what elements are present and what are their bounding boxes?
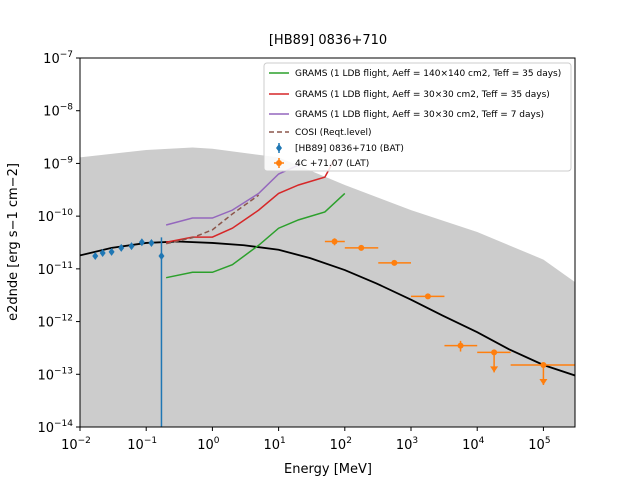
y-tick-label: 10−11 bbox=[37, 261, 73, 278]
y-tick-label: 10−10 bbox=[37, 208, 73, 225]
legend-swatch bbox=[276, 160, 282, 166]
point bbox=[108, 247, 115, 256]
axes-frame bbox=[79, 57, 576, 428]
y-tick-label: 10−13 bbox=[37, 366, 73, 383]
legend-label: GRAMS (1 LDB flight, Aeff = 140×140 cm2,… bbox=[295, 69, 561, 79]
plot-area bbox=[80, 147, 575, 427]
legend-label: COSI (Reqt.level) bbox=[295, 128, 372, 138]
upper-limit-arrow bbox=[490, 366, 499, 373]
x-tick-label: 101 bbox=[263, 436, 285, 453]
point bbox=[358, 244, 365, 251]
legend-swatch bbox=[276, 144, 282, 152]
y-tick-label: 10−12 bbox=[37, 314, 73, 331]
line bbox=[165, 192, 346, 279]
legend-label: [HB89] 0836+710 (BAT) bbox=[295, 144, 404, 154]
band bbox=[80, 147, 575, 427]
point bbox=[391, 259, 398, 266]
legend-label: GRAMS (1 LDB flight, Aeff = 30×30 cm2, T… bbox=[295, 90, 550, 100]
chart-title: [HB89] 0836+710 bbox=[269, 33, 387, 48]
x-tick-label: 102 bbox=[330, 436, 352, 453]
upper-limit-arrow bbox=[539, 379, 548, 386]
point bbox=[491, 349, 498, 356]
y-tick-label: 10−7 bbox=[43, 50, 73, 67]
legend-label: 4C +71.07 (LAT) bbox=[295, 159, 369, 169]
point bbox=[540, 362, 547, 369]
legend-box bbox=[263, 62, 572, 172]
y-tick-label: 10−14 bbox=[37, 419, 73, 436]
point bbox=[148, 238, 155, 247]
point bbox=[92, 252, 99, 261]
point bbox=[99, 248, 106, 257]
point bbox=[457, 342, 464, 349]
line bbox=[165, 158, 336, 243]
legend-label: GRAMS (1 LDB flight, Aeff = 30×30 cm2, T… bbox=[295, 110, 544, 120]
line bbox=[165, 194, 260, 245]
point bbox=[138, 238, 145, 247]
line bbox=[165, 164, 299, 226]
point bbox=[331, 238, 338, 245]
x-tick-label: 10−1 bbox=[127, 436, 157, 453]
x-tick-label: 105 bbox=[528, 436, 550, 453]
point bbox=[118, 243, 125, 252]
point bbox=[424, 293, 431, 300]
point bbox=[158, 252, 165, 261]
y-tick-label: 10−8 bbox=[43, 103, 73, 120]
y-tick-label: 10−9 bbox=[43, 155, 73, 172]
x-tick-label: 104 bbox=[462, 436, 485, 453]
x-tick-label: 10−2 bbox=[61, 436, 91, 453]
x-tick-label: 100 bbox=[197, 436, 220, 453]
x-tick-label: 103 bbox=[396, 436, 418, 453]
x-axis-label: Energy [MeV] bbox=[284, 462, 372, 477]
point bbox=[128, 242, 135, 251]
y-axis-label: e2dnde [erg s−1 cm−2] bbox=[6, 163, 21, 321]
